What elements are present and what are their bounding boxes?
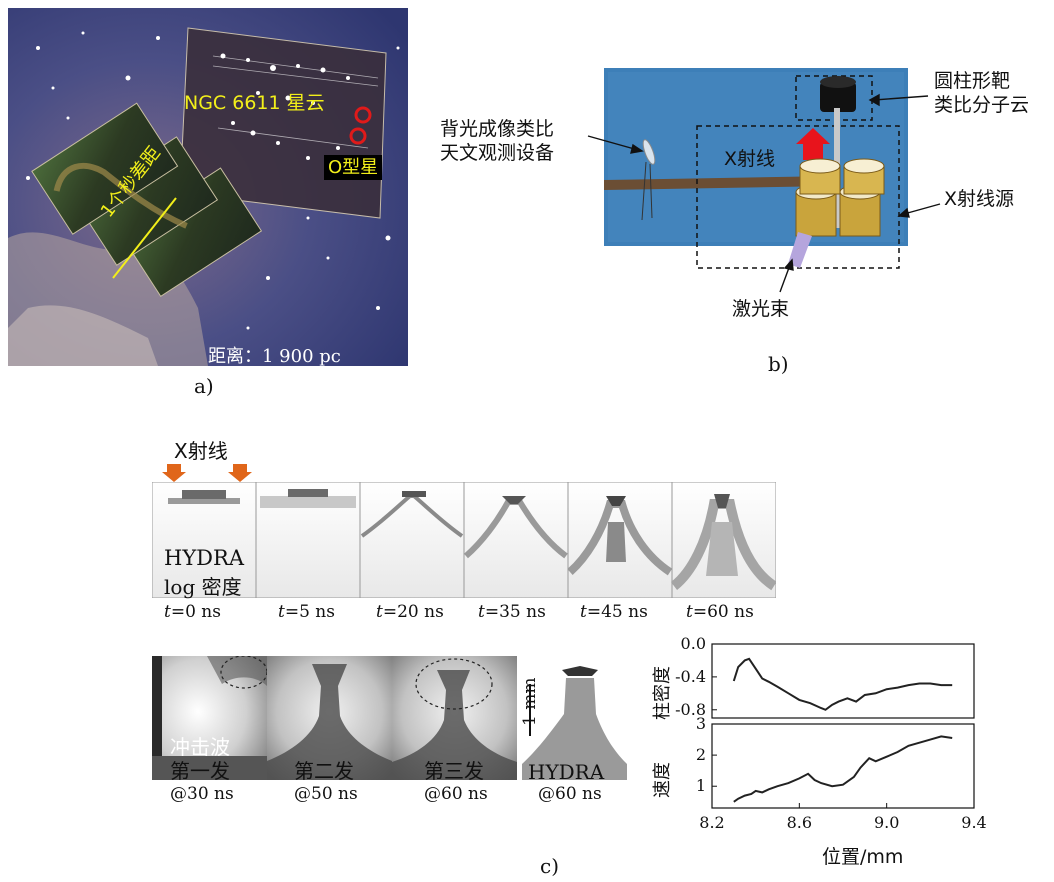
y-tick-label-1-2: 1: [696, 776, 706, 795]
time-label-5: t=60 ns: [686, 602, 754, 622]
experiment-diagram: [587, 68, 941, 293]
nebula-label: NGC 6611 星云: [184, 92, 325, 114]
xray-cans: [795, 158, 885, 237]
time-value-4: =45 ns: [586, 602, 648, 622]
shot-2-time: @50 ns: [294, 784, 358, 804]
x-tick-label-0: 8.2: [699, 813, 724, 832]
scale-bar-label: 1 mm: [520, 677, 540, 726]
panel-b: 背光成像类比 天文观测设备 圆柱形靶 类比分子云 X射线 X射线源 激光束: [440, 60, 1050, 340]
xray-label-c: X射线: [174, 439, 228, 463]
time-var-0: t: [164, 602, 171, 622]
time-var-4: t: [580, 602, 587, 622]
hydra-sim-label-2: log 密度: [164, 575, 242, 599]
y-tick-label-0-1: -0.4: [675, 667, 706, 686]
o-star-marker-1: [354, 106, 372, 124]
time-var-3: t: [478, 602, 485, 622]
time-value-5: =60 ns: [692, 602, 754, 622]
x-tick-label-1: 8.6: [787, 813, 812, 832]
y-tick-label-0-2: -0.8: [675, 700, 706, 719]
time-var-5: t: [686, 602, 693, 622]
hydra-60-label: HYDRA: [528, 760, 605, 784]
nebula-image: [8, 8, 408, 366]
caption-a: a): [194, 374, 214, 398]
time-label-3: t=35 ns: [478, 602, 546, 622]
shot-3-name: 第三发: [424, 759, 484, 783]
imaging-label-2: 天文观测设备: [440, 142, 555, 164]
ylabel-velocity: 速度: [652, 762, 673, 798]
time-label-2: t=20 ns: [376, 602, 444, 622]
time-value-3: =35 ns: [484, 602, 546, 622]
hydra-60-time: @60 ns: [538, 784, 602, 804]
time-label-4: t=45 ns: [580, 602, 648, 622]
chart-frame-0: [711, 643, 975, 719]
hydra-sim-label-1: HYDRA: [164, 546, 244, 570]
y-tick-label-0-0: 0.0: [681, 634, 706, 653]
xray-label: X射线: [724, 148, 776, 170]
time-value-2: =20 ns: [382, 602, 444, 622]
time-label-1: t=5 ns: [278, 602, 335, 622]
chart-xlabel: 位置/mm: [822, 846, 904, 868]
shot-2-name: 第二发: [294, 759, 354, 783]
y-tick-label-1-1: 2: [696, 745, 706, 764]
target-label-2: 类比分子云: [934, 94, 1030, 116]
x-tick-label-2: 9.0: [874, 813, 899, 832]
time-var-2: t: [376, 602, 383, 622]
scale-bar-line: [112, 197, 177, 279]
series-line-1: [733, 735, 953, 803]
x-tick-label-3: 9.4: [961, 813, 986, 832]
xray-source-box: [696, 125, 900, 269]
xray-source-label: X射线源: [944, 188, 1015, 210]
caption-c: c): [540, 854, 560, 878]
xray-arrow: [796, 128, 830, 160]
y-tick-label-1-0: 3: [696, 714, 706, 733]
time-var-1: t: [278, 602, 285, 622]
shot-1-top: 冲击波: [170, 735, 230, 759]
shot-1-time: @30 ns: [170, 784, 234, 804]
laser-beam: [788, 232, 812, 268]
shock-circle-3: [415, 658, 493, 710]
time-label-0: t=0 ns: [164, 602, 221, 622]
profile-charts: 0.0 -0.4 -0.83 2 1 8.2 8.6 9.0 9.4: [675, 634, 987, 832]
panel-a: NGC 6611 星云 O型星 1个秒差距 距离：1 900 pc: [8, 8, 408, 367]
xray-arrows-c: [162, 464, 252, 482]
shot-3-time: @60 ns: [424, 784, 488, 804]
shot-1-name: 第一发: [170, 759, 230, 783]
ylabel-density: 柱密度: [652, 666, 673, 720]
radiograph-strip: [152, 656, 630, 780]
hydra-sim-strip: [152, 482, 776, 598]
target-label-1: 圆柱形靶: [934, 70, 1011, 92]
o-star-marker-2: [349, 127, 367, 145]
time-value-1: =5 ns: [284, 602, 335, 622]
caption-b: b): [768, 352, 789, 376]
series-line-0: [732, 657, 953, 711]
o-star-label: O型星: [324, 155, 383, 180]
laser-label: 激光束: [732, 298, 790, 320]
chart-frame-1: [711, 723, 975, 809]
distance-label: 距离：1 900 pc: [208, 346, 341, 367]
imaging-label-1: 背光成像类比: [440, 118, 555, 140]
time-value-0: =0 ns: [170, 602, 221, 622]
